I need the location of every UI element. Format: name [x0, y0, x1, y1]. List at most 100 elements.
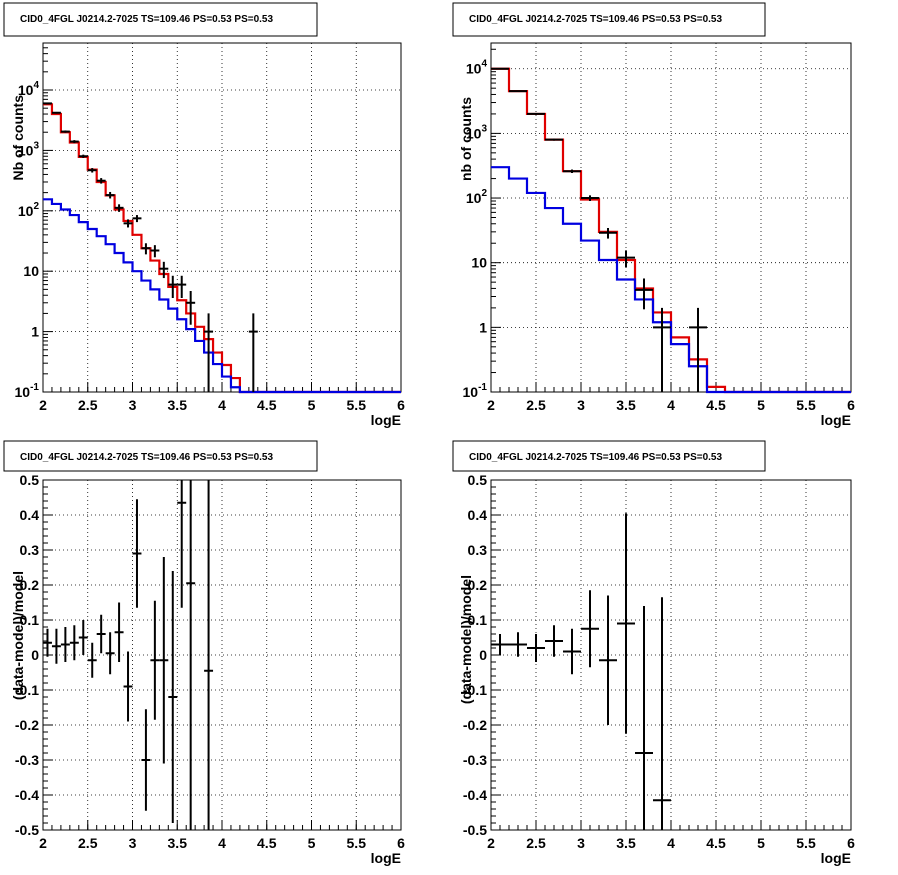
data-point	[186, 291, 196, 325]
x-tick-label: 2.5	[78, 835, 98, 851]
y-tick-label: 10	[23, 263, 39, 279]
y-tick-label: -0.4	[15, 787, 39, 803]
x-tick-label: 5.5	[347, 835, 367, 851]
chart-title: CID0_4FGL J0214.2-7025 TS=109.46 PS=0.53…	[469, 14, 722, 25]
x-tick-label: 3.5	[616, 397, 636, 413]
residual-point	[60, 627, 70, 662]
y-tick-exponent: 4	[33, 80, 39, 91]
data-point	[159, 261, 169, 279]
y-tick-label: -0.1	[15, 682, 39, 698]
y-tick-label: 10-1	[463, 382, 488, 400]
y-axis-label: (data-model)/model	[458, 575, 474, 704]
y-tick-label: 0.3	[20, 542, 40, 558]
data-point	[599, 228, 617, 239]
residual-point	[159, 557, 169, 764]
y-axis-label: (data-model)/model	[10, 571, 26, 700]
x-tick-label: 5.5	[796, 397, 816, 413]
residual-point	[51, 628, 61, 664]
y-tick-label: 0	[479, 647, 487, 663]
data-point	[51, 111, 61, 114]
y-tick-label: 102	[18, 201, 40, 219]
x-axis-label: logE	[821, 412, 851, 428]
y-tick-label: -0.3	[463, 752, 487, 768]
y-tick-label: 0.2	[20, 577, 40, 593]
x-axis-label: logE	[821, 850, 851, 866]
y-tick-exponent: 2	[481, 188, 487, 199]
y-tick-label: 1	[31, 324, 39, 340]
x-tick-label: 4	[218, 835, 226, 851]
histogram-series-source-model	[491, 166, 851, 394]
x-tick-label: 4	[218, 397, 226, 413]
x-tick-label: 2.5	[526, 397, 546, 413]
residual-point	[509, 632, 527, 657]
y-tick-base: 10	[15, 384, 31, 400]
y-tick-base: 10	[18, 82, 34, 98]
y-tick-exponent: 3	[33, 140, 39, 151]
data-point	[204, 313, 214, 392]
y-tick-label: 0.3	[468, 542, 488, 558]
chart-title: CID0_4FGL J0214.2-7025 TS=109.46 PS=0.53…	[20, 14, 273, 25]
x-tick-label: 5	[757, 835, 765, 851]
y-tick-exponent: -1	[30, 382, 39, 393]
y-tick-exponent: 3	[481, 123, 487, 134]
x-tick-label: 6	[847, 397, 855, 413]
data-point	[509, 90, 527, 93]
y-tick-label: -0.2	[463, 717, 487, 733]
residual-point	[599, 595, 617, 725]
y-tick-label: 0	[31, 647, 39, 663]
y-tick-label: 103	[18, 140, 40, 158]
residual-point	[141, 709, 151, 811]
data-point	[563, 169, 581, 173]
x-axis: 2 2.5 3 3.5 4 4.5 5 5.5 6	[39, 382, 405, 413]
y-tick-label: 102	[466, 188, 488, 206]
y-tick-label: -0.5	[463, 822, 487, 838]
x-tick-label: 4.5	[257, 397, 277, 413]
residual-point	[168, 571, 178, 823]
x-tick-label: 3	[129, 835, 137, 851]
y-tick-exponent: 4	[481, 59, 487, 70]
x-axis-label: logE	[371, 850, 401, 866]
residual-point	[204, 480, 214, 830]
x-tick-label: 4	[667, 397, 675, 413]
y-tick-label: 10-1	[15, 382, 40, 400]
data-point	[96, 178, 106, 184]
plot-frame	[42, 42, 402, 393]
x-tick-label: 3.5	[168, 835, 188, 851]
data-point	[105, 191, 115, 199]
data-point	[491, 67, 509, 70]
y-tick-label: -0.5	[15, 822, 39, 838]
y-tick-base: 10	[471, 255, 487, 271]
y-tick-label: 103	[466, 123, 488, 141]
x-tick-label: 2	[487, 835, 495, 851]
y-tick-label: 0.4	[468, 507, 488, 523]
data-point	[617, 250, 635, 268]
y-tick-base: 1	[31, 324, 39, 340]
y-tick-exponent: 2	[33, 201, 39, 212]
panel-2: 2 2.5 3 3.5 4 4.5 5 5.5 610-1110102103104logEnb …	[452, 2, 855, 428]
y-axis: -0.5 -0.4 -0.3 -0.2 -0.1 0 0.1 0.2 0.3 0.4 0.5	[463, 472, 501, 838]
title-box	[3, 440, 318, 472]
x-tick-label: 5	[757, 397, 765, 413]
y-tick-base: 10	[463, 384, 479, 400]
y-tick-base: 10	[466, 125, 482, 141]
y-tick-label: 0.4	[20, 507, 40, 523]
data-point	[123, 219, 133, 228]
y-tick-base: 10	[18, 203, 34, 219]
residual-point	[87, 642, 97, 678]
y-tick-label: 0.2	[468, 577, 488, 593]
residual-point	[635, 606, 653, 830]
residual-point	[114, 602, 124, 662]
y-tick-label: -0.4	[463, 787, 487, 803]
y-tick-label: 104	[18, 80, 40, 98]
x-tick-label: 5	[308, 835, 316, 851]
residual-point	[653, 597, 671, 830]
residual-point	[105, 632, 115, 675]
data-point	[60, 130, 70, 133]
chart-title: CID0_4FGL J0214.2-7025 TS=109.46 PS=0.53…	[469, 452, 722, 463]
data-point	[248, 313, 258, 392]
data-point	[141, 243, 151, 255]
residual-point	[563, 628, 581, 675]
data-point	[132, 215, 142, 223]
